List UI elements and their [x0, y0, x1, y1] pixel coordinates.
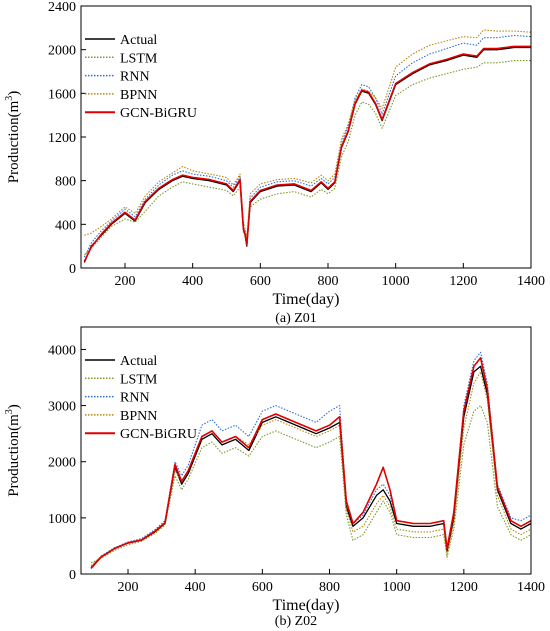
x-tick-label: 1200 — [449, 274, 477, 289]
x-tick-label: 1000 — [382, 274, 410, 289]
y-tick-label: 2000 — [48, 44, 76, 59]
y-tick-label: 2000 — [48, 456, 76, 471]
panel-caption: (b) Z02 — [275, 614, 317, 629]
legend-label: GCN-BiGRU — [120, 106, 197, 121]
y-tick-label: 400 — [55, 218, 76, 233]
x-tick-label: 400 — [182, 274, 203, 289]
y-tick-label: 800 — [55, 175, 76, 190]
x-tick-label: 800 — [317, 274, 338, 289]
y-tick-label: 0 — [69, 262, 76, 277]
series-line-gcn-bigru — [83, 45, 531, 262]
legend: Actual LSTM RNN BPNN GCN-BiGRU — [85, 354, 197, 442]
series-line-rnn — [83, 34, 531, 258]
series-line-gcn-bigru — [90, 357, 531, 569]
series-group — [90, 351, 531, 569]
y-tick-label: 1200 — [48, 131, 76, 146]
y-tick-label: 1600 — [48, 87, 76, 102]
x-axis-label: Time(day) — [273, 597, 340, 614]
x-tick-label: 200 — [118, 580, 139, 595]
legend-label: Actual — [120, 33, 157, 48]
series-line-actual — [90, 365, 531, 569]
series-line-bpnn — [84, 29, 531, 238]
legend-label: RNN — [120, 391, 150, 406]
legend-label: Actual — [120, 354, 157, 369]
y-axis-label: Production(m3) — [4, 91, 22, 184]
x-tick-label: 200 — [114, 274, 135, 289]
y-tick-label: 2400 — [48, 0, 76, 15]
x-tick-label: 1400 — [517, 274, 545, 289]
series-group — [83, 29, 531, 263]
x-tick-label: 1400 — [517, 580, 545, 595]
panel-b: 200 400 600 800 1000 1200 1400 0 1000 2000 3000 400… — [4, 326, 545, 629]
plot-frame — [80, 326, 532, 575]
series-line-actual — [83, 46, 531, 263]
y-tick-label: 4000 — [48, 343, 76, 358]
x-tick-label: 600 — [250, 274, 271, 289]
series-line-bpnn — [90, 371, 531, 567]
x-tick-label: 800 — [319, 580, 340, 595]
y-tick-label: 1000 — [48, 512, 76, 527]
legend-label: RNN — [120, 70, 150, 85]
legend-label: BPNN — [120, 409, 157, 424]
y-axis-label: Production(m3) — [4, 404, 22, 497]
x-tick-label: 1000 — [383, 580, 411, 595]
legend-label: LSTM — [120, 372, 158, 387]
x-axis-label: Time(day) — [273, 291, 340, 308]
y-tick-label: 3000 — [48, 400, 76, 415]
legend-label: LSTM — [120, 51, 158, 66]
legend-label: GCN-BiGRU — [120, 427, 197, 442]
x-tick-label: 600 — [252, 580, 273, 595]
legend-label: BPNN — [120, 88, 157, 103]
panel-a: 200 400 600 800 1000 1200 1400 0 400 800 1200 1600 2… — [4, 0, 545, 326]
panel-caption: (a) Z01 — [275, 311, 317, 326]
x-tick-label: 1200 — [450, 580, 478, 595]
y-tick-label: 0 — [69, 568, 76, 583]
legend: Actual LSTM RNN BPNN GCN-BiGRU — [85, 33, 197, 121]
x-tick-label: 400 — [185, 580, 206, 595]
